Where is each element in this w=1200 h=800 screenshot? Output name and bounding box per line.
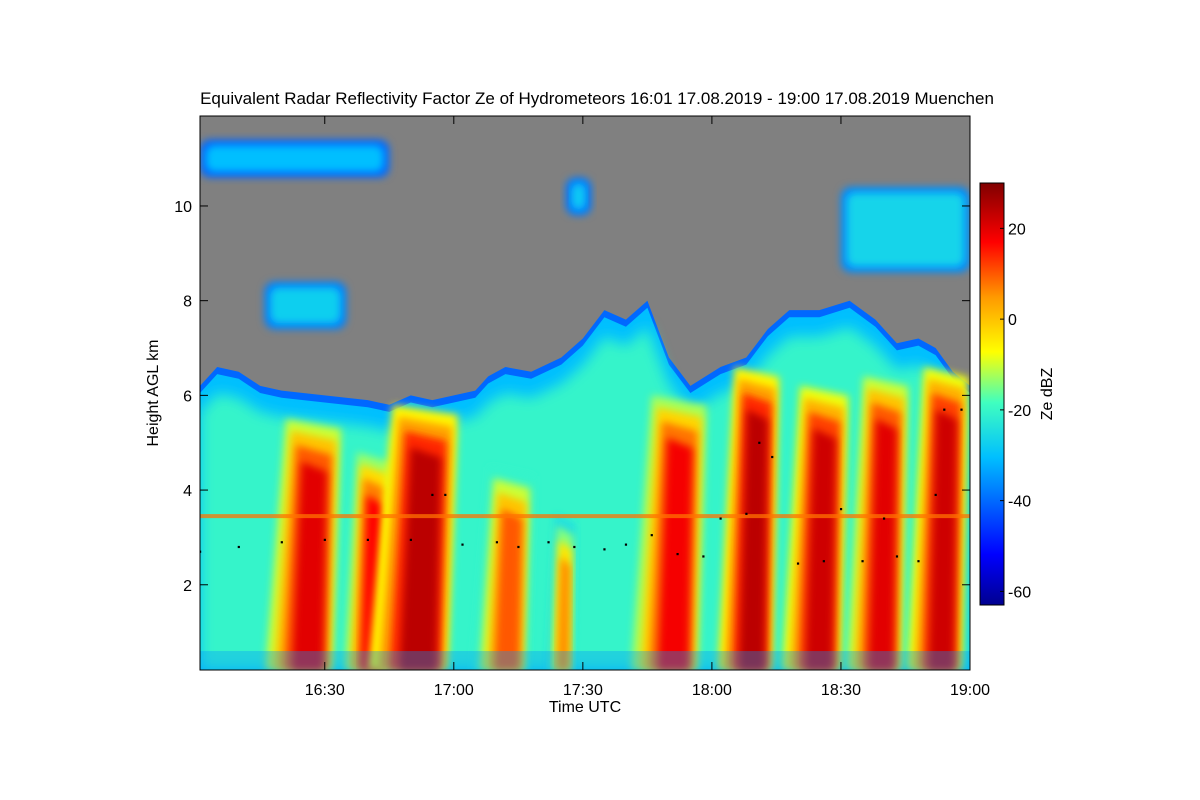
precip-cell: [717, 367, 780, 670]
upper-cloud-patch-core: [270, 287, 341, 324]
x-tick-label: 17:30: [563, 682, 603, 699]
precip-cell-layer: [928, 409, 957, 670]
cloud-base-point: [796, 562, 800, 565]
precip-cell: [782, 385, 849, 670]
cloud-base-point: [839, 508, 843, 511]
x-axis: 16:30 17:00 17:30 18:00 18:30 19:00: [305, 116, 990, 699]
y-axis: 2 4 6 8 10: [174, 199, 970, 595]
precip-cell: [547, 513, 576, 670]
x-axis-label: Time UTC: [549, 699, 621, 716]
cloud-base-point: [603, 548, 606, 551]
cloud-base-point: [771, 455, 774, 459]
cloud-base-point: [822, 560, 825, 563]
y-tick-label: 8: [183, 294, 192, 311]
colorbar-tick-label: -20: [1008, 403, 1031, 420]
upper-cloud-patch: [840, 187, 970, 273]
cloud-base-point: [409, 538, 412, 541]
cloud-base-point: [719, 517, 722, 520]
cloud-base-point: [573, 545, 576, 549]
cloud-base-point: [280, 541, 283, 544]
cloud-base-point: [758, 441, 761, 444]
upper-cloud-patch: [565, 177, 592, 216]
cloud-base-point: [431, 493, 434, 497]
plot-frame: [199, 115, 971, 671]
cloud-base-point: [676, 552, 679, 556]
plot-area: [200, 139, 970, 670]
precip-cell: [265, 419, 342, 670]
upper-cloud-patch: [264, 281, 347, 330]
cloud-base-point: [745, 512, 748, 515]
upper-cloud-patch-core: [206, 145, 384, 172]
colorbar-tick-label: 20: [1008, 221, 1026, 238]
cloud-base-point: [323, 538, 326, 541]
colorbar-tick-label: -60: [1008, 584, 1031, 601]
precip-cell: [368, 404, 458, 670]
colorbar: [979, 182, 1005, 606]
precip-cell-layer: [657, 438, 693, 670]
upper-cloud-patch: [200, 139, 390, 178]
cloud-base-point: [650, 534, 653, 537]
x-tick-label: 18:00: [692, 682, 732, 699]
precip-cell-layer: [494, 509, 523, 670]
precip-cell-layer: [868, 419, 897, 670]
cloud-base-point: [943, 408, 946, 411]
y-tick-label: 4: [183, 483, 192, 500]
cloud-base-point: [702, 555, 705, 558]
precip-cell: [631, 395, 707, 670]
cloud-base-point: [547, 541, 550, 544]
near-ground-echo: [200, 651, 970, 670]
upper-cloud-patch-core: [846, 193, 964, 267]
cloud-base-point: [200, 550, 202, 553]
y-tick-label: 6: [183, 388, 192, 405]
cloud-base-point: [624, 543, 628, 546]
x-tick-label: 18:30: [821, 682, 861, 699]
cloud-base-point: [366, 538, 369, 541]
colorbar-label: Ze dBZ: [1039, 368, 1056, 421]
cloud-base-point: [444, 493, 447, 497]
colorbar-axis: -60 -40 -20 0 20: [1000, 221, 1031, 601]
cloud-base-point: [934, 493, 937, 497]
cloud-base-point: [461, 543, 464, 546]
cloud-base-point: [960, 408, 963, 411]
precip-cell-layer: [739, 409, 768, 670]
x-tick-label: 16:30: [305, 682, 345, 699]
melting-layer-band: [200, 514, 970, 519]
y-tick-label: 10: [174, 199, 192, 216]
cloud-base-point: [237, 545, 240, 549]
colorbar-tick-label: -40: [1008, 494, 1031, 511]
x-tick-label: 19:00: [950, 682, 990, 699]
upper-cloud-patch-core: [571, 183, 586, 210]
cloud-base-point: [861, 560, 864, 563]
cloud-base-point: [495, 541, 499, 544]
cloud-base-point: [917, 560, 920, 563]
precip-cell-layer: [399, 447, 441, 670]
y-tick-label: 2: [183, 578, 192, 595]
cloud-base-point: [882, 517, 886, 520]
precip-cell-layer: [292, 461, 327, 670]
colorbar-tick-label: 0: [1008, 312, 1017, 329]
cloud-base-point: [517, 545, 520, 549]
precip-cell: [907, 367, 969, 670]
precip-cell-layer: [557, 556, 571, 670]
chart-title: Equivalent Radar Reflectivity Factor Ze …: [200, 89, 994, 108]
precip-cell-layer: [805, 428, 836, 670]
precip-cell: [846, 376, 909, 670]
cloud-base-point: [895, 555, 899, 558]
x-tick-label: 17:00: [434, 682, 474, 699]
y-axis-label: Height AGL km: [145, 339, 162, 446]
